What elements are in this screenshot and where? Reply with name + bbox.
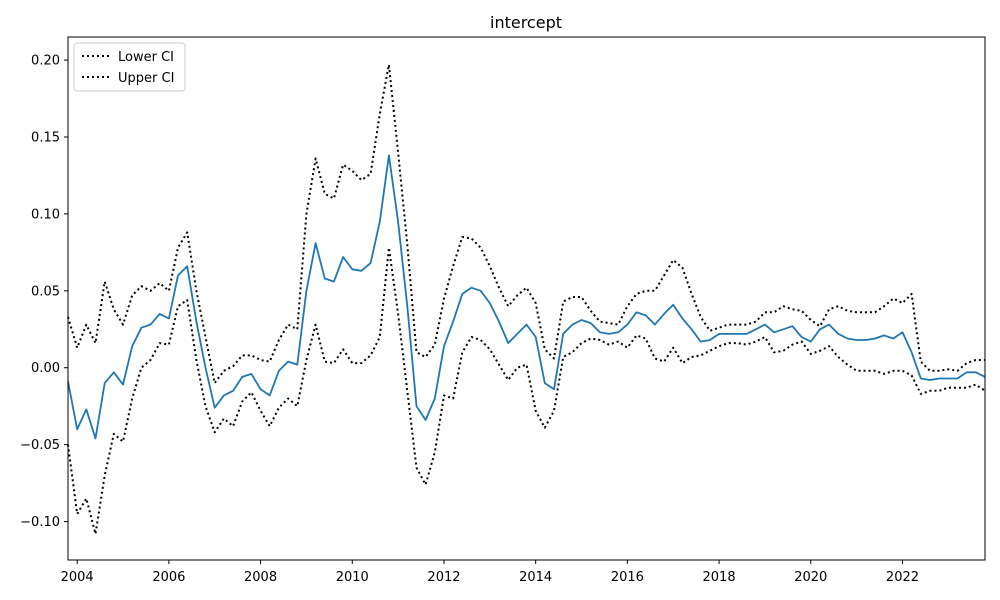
series-line-intercept-estimate [67,154,986,440]
legend-label-lower-ci: Lower CI [118,50,174,65]
x-tick-label: 2010 [336,570,369,585]
x-tick-label: 2004 [61,570,94,585]
legend-label-upper-ci: Upper CI [118,71,174,86]
legend-box [73,42,186,92]
x-tick-label: 2014 [519,570,552,585]
chart-title: intercept [490,13,562,32]
y-tick-label: 0.00 [31,361,60,376]
x-tick-label: 2012 [427,570,460,585]
y-axis: −0.10 −0.05 0.00 0.05 0.10 0.15 0.20 [20,54,68,530]
y-tick-label: −0.05 [20,438,60,453]
y-tick-label: 0.15 [31,130,60,145]
x-axis: 2004 2006 2008 2010 2012 2014 2016 2018 2020 2022 [61,560,919,585]
x-tick-label: 2022 [886,570,919,585]
y-tick-label: 0.10 [31,207,60,222]
series-line-lower-ci [67,246,986,535]
x-tick-label: 2016 [611,570,644,585]
plot-lines [67,63,986,535]
y-tick-label: 0.20 [31,54,60,69]
x-tick-label: 2006 [152,570,185,585]
x-tick-label: 2020 [794,570,827,585]
y-tick-label: −0.10 [20,515,60,530]
x-tick-label: 2008 [244,570,277,585]
y-tick-label: 0.05 [31,284,60,299]
series-line-upper-ci [67,63,985,385]
plot-frame [67,36,986,561]
x-tick-label: 2018 [703,570,736,585]
legend: Lower CI Upper CI [73,42,186,92]
